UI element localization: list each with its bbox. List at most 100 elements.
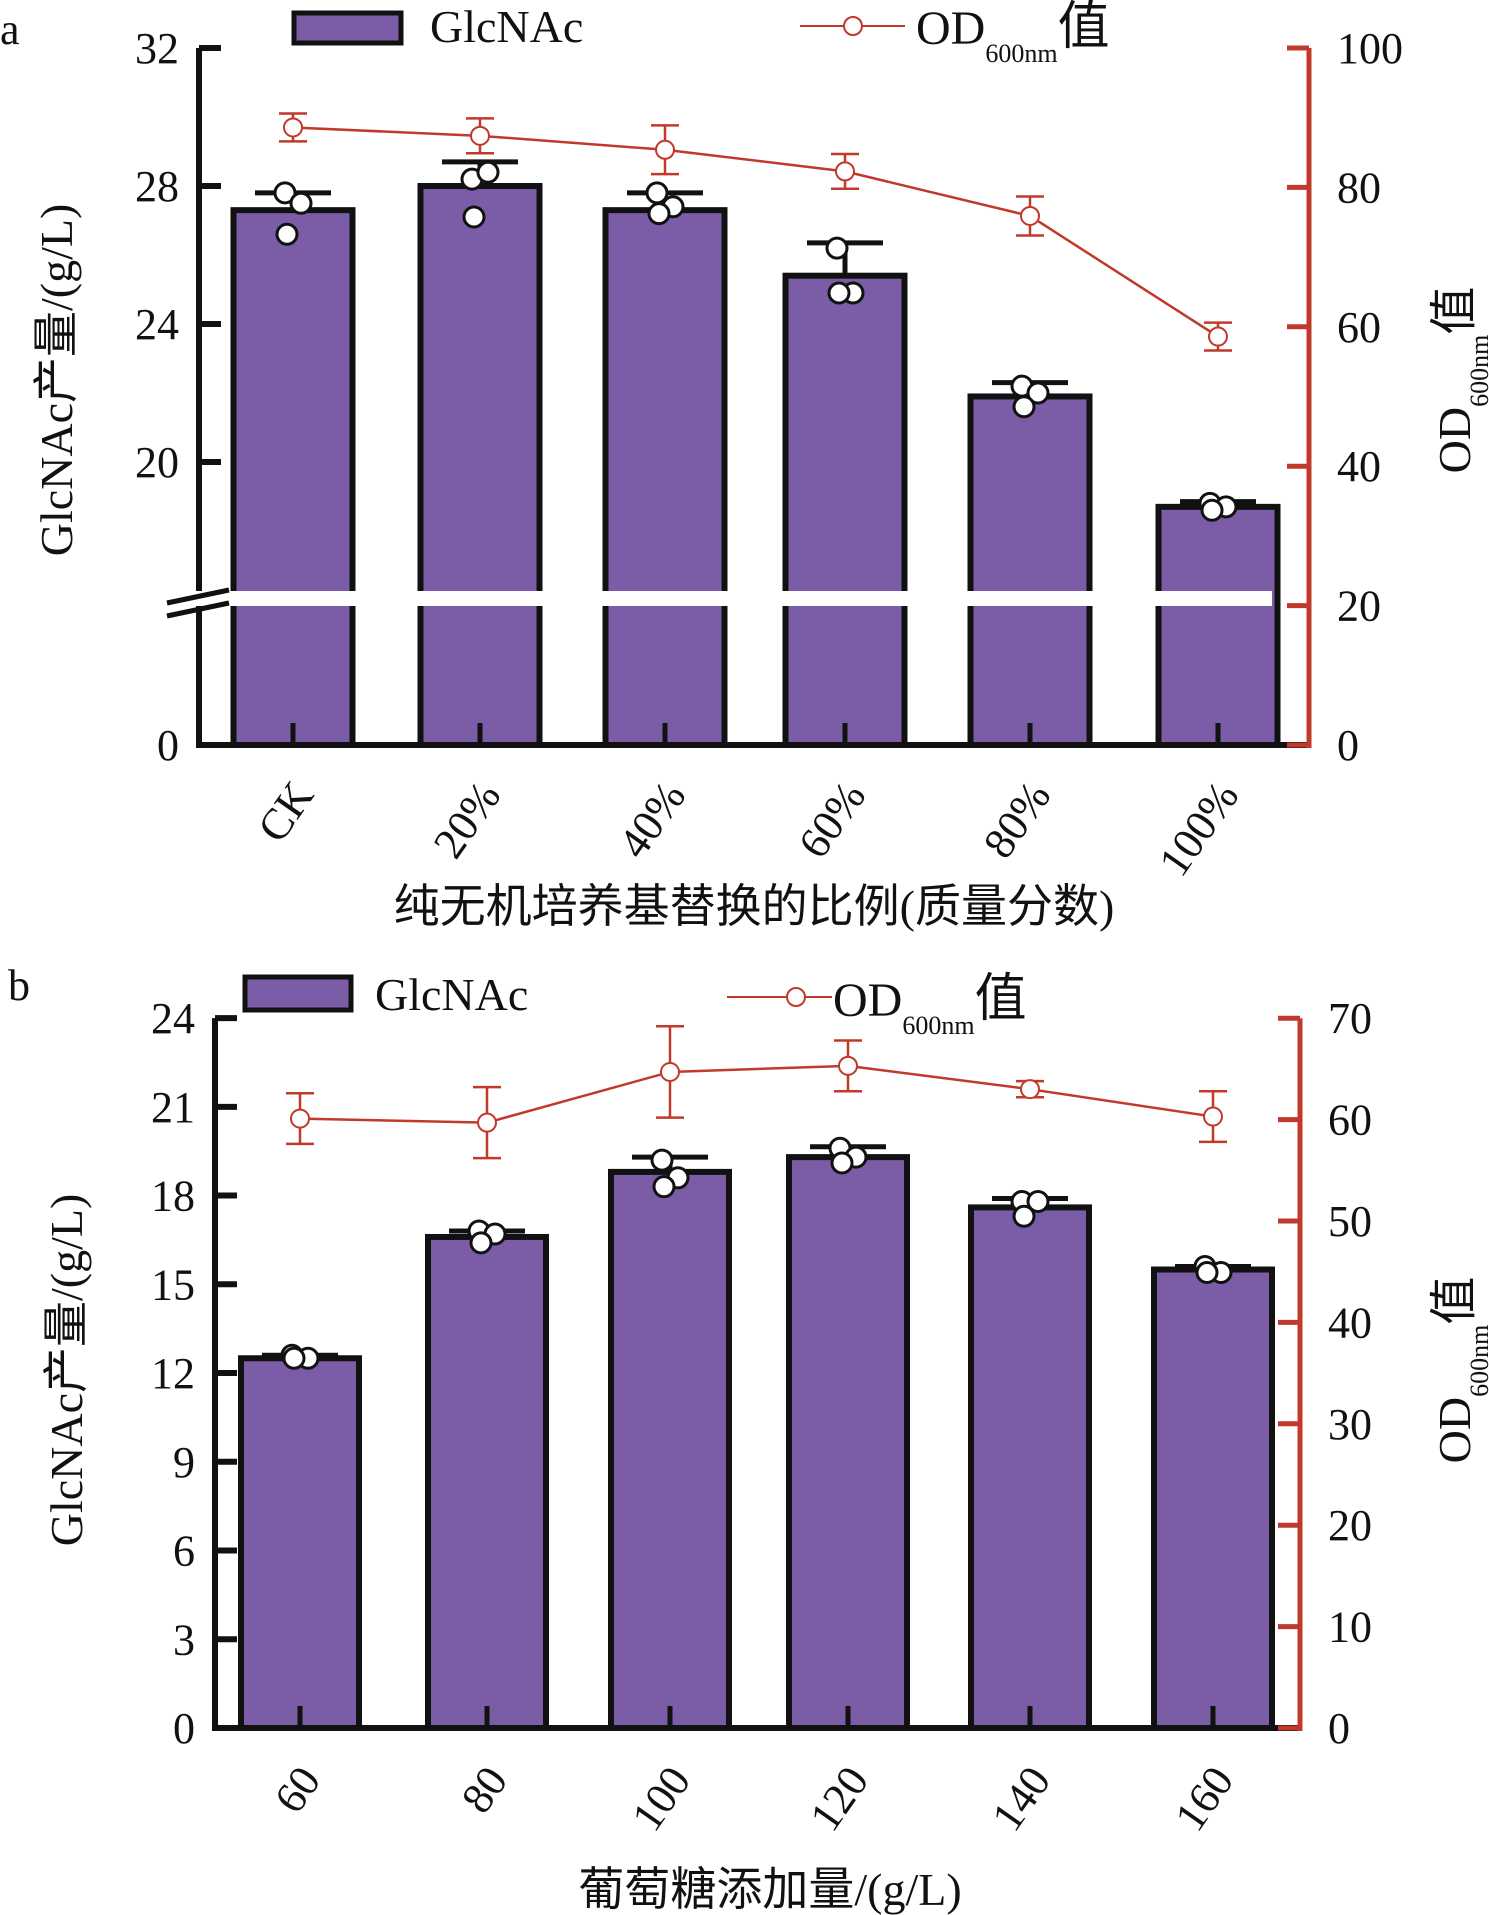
replicate-point [827, 281, 851, 305]
y-tick-label-left: 0 [157, 721, 179, 770]
x-tick-label: 80% [974, 773, 1060, 867]
bar [608, 1168, 732, 1731]
y-tick-label-right: 10 [1328, 1603, 1372, 1652]
y2-title-main: OD [1429, 407, 1480, 473]
bar [1155, 503, 1281, 748]
y-tick-label-right: 100 [1337, 24, 1403, 73]
od-series-line [292, 126, 1219, 338]
legend-line-marker [843, 16, 863, 36]
od-point [838, 1055, 858, 1076]
x-tick-label: 60% [789, 773, 875, 867]
bars-a [230, 159, 1281, 748]
legend-bar-label: GlcNAc [375, 969, 528, 1020]
replicate-point [289, 191, 313, 215]
x-axis-title-b: 葡萄糖添加量/(g/L) [578, 1864, 961, 1915]
bar [968, 1204, 1092, 1731]
y-tick-label-right: 20 [1337, 582, 1381, 631]
y-tick-label-left: 28 [135, 162, 179, 211]
y-tick-label-right: 30 [1328, 1400, 1372, 1449]
replicate-point [1012, 1204, 1036, 1228]
y-tick-label-right: 60 [1328, 1096, 1372, 1145]
y-axis-title-b: GlcNAc产量/(g/L) [41, 1194, 92, 1547]
replicate-point [650, 1148, 674, 1172]
legend-line-marker [786, 987, 806, 1007]
x-tick-labels-b: 60 80 100 120 140 160 [265, 1758, 1243, 1840]
y-tick-label-left: 20 [135, 438, 179, 487]
legend-bar-swatch [291, 10, 404, 46]
replicate-point [282, 1346, 306, 1370]
replicate-point [825, 236, 849, 260]
y-tick-label-right: 0 [1337, 721, 1359, 770]
legend-bar-label: GlcNAc [430, 1, 583, 52]
panel-label-a: a [0, 5, 20, 54]
y-tick-label-left: 21 [151, 1083, 195, 1132]
x-tick-label: 140 [982, 1758, 1060, 1840]
panel-b: b GlcNAc OD600nm值 0369121518212401020304… [8, 961, 1489, 1915]
y-tick-label-right: 40 [1337, 442, 1381, 491]
od-line-b [286, 1025, 1227, 1160]
replicate-point [647, 202, 671, 226]
axis-break-gap [202, 591, 1272, 606]
y2-title-suffix: 值 [1428, 287, 1481, 335]
y2-axis-title-a: OD600nm值 [1428, 287, 1489, 474]
panel-label-b: b [8, 961, 30, 1010]
y2-axis-title-b: OD600nm值 [1428, 1277, 1489, 1464]
x-tick-label: 40% [609, 773, 695, 867]
legend-line-label: OD600nm值 [833, 971, 1027, 1040]
legend-b: GlcNAc OD600nm值 [242, 969, 1027, 1040]
od-point [655, 139, 675, 160]
bar [1151, 1266, 1275, 1731]
y-tick-label-left: 0 [173, 1704, 195, 1753]
y2-title-sub: 600nm [1465, 1325, 1489, 1397]
bar [417, 183, 543, 748]
bar [782, 272, 908, 748]
bar [602, 207, 728, 748]
od-point [1020, 205, 1040, 226]
y-tick-label-right: 80 [1337, 163, 1381, 212]
replicate-point [1200, 498, 1224, 522]
y-tick-label-right: 70 [1328, 994, 1372, 1043]
x-tick-label: 120 [800, 1758, 878, 1840]
od-point [1203, 1106, 1223, 1127]
y-tick-label-right: 20 [1328, 1501, 1372, 1550]
legend-line-label-suffix: 值 [975, 971, 1027, 1028]
y-tick-label-left: 12 [151, 1349, 195, 1398]
x-axis-title-a: 纯无机培养基替换的比例(质量分数) [394, 881, 1115, 932]
axes-b: 0 3 6 9 12 15 18 21 24 0 10 20 30 40 50 60 70 [151, 994, 1372, 1753]
y-tick-label-right: 0 [1328, 1704, 1350, 1753]
x-tick-label: 160 [1165, 1758, 1243, 1840]
y-tick-label-left: 9 [173, 1438, 195, 1487]
y-tick-label-left: 24 [135, 300, 179, 349]
bar [786, 1154, 910, 1731]
x-tick-label: 80 [452, 1758, 517, 1822]
od-line-a [279, 112, 1232, 352]
replicate-point [275, 222, 299, 246]
replicate-point [462, 205, 486, 229]
y-axis-title-a: GlcNAc产量/(g/L) [31, 204, 82, 557]
legend-line-label-sub: 600nm [902, 1011, 974, 1040]
replicate-point [1012, 395, 1036, 419]
replicate-point [469, 1231, 493, 1255]
y-tick-label-left: 6 [173, 1527, 195, 1576]
od-point [835, 161, 855, 182]
y2-title-sub: 600nm [1465, 335, 1489, 407]
axis-break-a [166, 587, 1272, 619]
x-tick-label: 20% [424, 773, 510, 867]
legend-line-label-main: OD [833, 974, 902, 1027]
od-point [290, 1108, 310, 1129]
legend-line-label: OD600nm值 [916, 0, 1110, 68]
x-tick-label: CK [248, 772, 323, 850]
od-point [477, 1112, 497, 1133]
y-tick-label-left: 32 [135, 24, 179, 73]
replicate-point [1026, 1189, 1050, 1213]
y-tick-label-right: 40 [1328, 1298, 1372, 1347]
od-point [283, 117, 303, 138]
od-series-line [299, 1064, 1214, 1124]
x-tick-label: 100 [622, 1758, 700, 1840]
od-point [1208, 326, 1228, 347]
od-point [660, 1061, 680, 1082]
axes-a: 0 20 24 28 32 0 20 40 60 80 100 [135, 24, 1403, 770]
replicate-point [476, 160, 500, 184]
y-tick-label-right: 60 [1337, 303, 1381, 352]
